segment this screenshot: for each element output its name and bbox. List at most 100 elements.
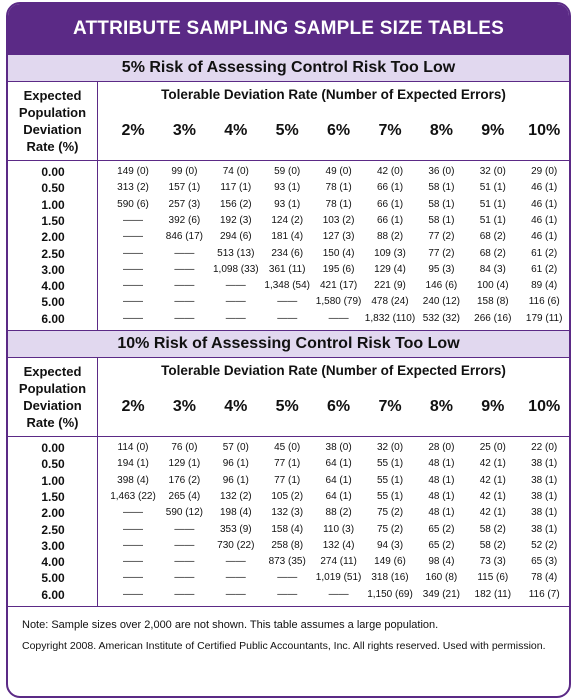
rate-header: 7% xyxy=(378,398,402,415)
table-cell: 115 (6) xyxy=(477,572,509,584)
table-cell: 1,463 (22) xyxy=(110,490,156,502)
table-cell: 74 (0) xyxy=(222,166,249,177)
row-label: 0.50 xyxy=(41,181,65,196)
table-cell: 157 (1) xyxy=(168,182,201,194)
table-cell: 146 (6) xyxy=(425,280,458,292)
row-label: 4.00 xyxy=(41,279,65,294)
note-text: Note: Sample sizes over 2,000 are not sh… xyxy=(8,606,569,633)
table-cell: —— xyxy=(174,539,195,551)
table-cell: 46 (1) xyxy=(531,214,558,226)
table-cell: 94 (3) xyxy=(376,539,404,551)
rate-header: 9% xyxy=(481,398,505,415)
table-cell: 51 (1) xyxy=(479,214,506,226)
table-cell: —— xyxy=(174,263,195,275)
table-cell: 38 (0) xyxy=(325,442,352,453)
table-cell: 361 (11) xyxy=(268,263,306,275)
row-header-label: Expected Population Deviation Rate (%) xyxy=(8,82,98,160)
table-cell: 98 (4) xyxy=(428,556,455,568)
table-cell: 274 (11) xyxy=(320,556,357,568)
table-cell: —— xyxy=(328,312,349,324)
row-label: 0.00 xyxy=(41,165,65,179)
table-cell: 129 (1) xyxy=(168,458,201,470)
table-cell: 58 (1) xyxy=(428,198,455,210)
table-cell: 42 (1) xyxy=(479,474,506,486)
table-cell: 313 (2) xyxy=(117,182,149,194)
table-cell: 77 (2) xyxy=(428,247,455,259)
table-cell: 99 (0) xyxy=(171,166,198,177)
table-cell: 42 (0) xyxy=(376,166,404,177)
table-cell: 46 (1) xyxy=(531,182,558,194)
row-label: 0.50 xyxy=(41,457,65,472)
table-cell: 95 (3) xyxy=(428,263,455,275)
table-cell: 75 (2) xyxy=(376,507,404,519)
table-cell: —— xyxy=(225,280,246,292)
table-cell: 158 (8) xyxy=(476,296,509,308)
table-cell: 234 (6) xyxy=(271,247,304,259)
table-cell: 57 (0) xyxy=(222,442,249,453)
table-cell: 730 (22) xyxy=(217,539,255,551)
row-label: 5.00 xyxy=(41,571,65,586)
table-cell: 156 (2) xyxy=(219,198,252,210)
table-cell: —— xyxy=(277,312,298,324)
table-cell: 132 (2) xyxy=(219,490,252,502)
table-cell: 117 (1) xyxy=(220,182,252,194)
table-cell: 179 (11) xyxy=(525,312,563,324)
table-cell: 64 (1) xyxy=(325,458,352,470)
table-cell: —— xyxy=(225,588,246,600)
table-cell: —— xyxy=(123,231,143,243)
table-cell: 192 (3) xyxy=(219,214,252,226)
table-cell: —— xyxy=(174,312,195,324)
table-cell: —— xyxy=(277,572,298,584)
table-cell: 77 (1) xyxy=(274,458,301,470)
table-cell: 89 (4) xyxy=(531,280,558,292)
table-cell: —— xyxy=(123,539,143,551)
table-cell: —— xyxy=(123,312,143,324)
rate-header: 10% xyxy=(528,122,561,139)
table-cell: 265 (4) xyxy=(168,490,201,502)
section-title: 5% Risk of Assessing Control Risk Too Lo… xyxy=(8,54,569,82)
table-cell: 132 (3) xyxy=(271,507,304,519)
table-cell: 349 (21) xyxy=(422,588,461,600)
table-cell: 76 (0) xyxy=(171,442,198,453)
table-cell: 59 (0) xyxy=(274,166,301,177)
row-label: 6.00 xyxy=(41,587,65,602)
row-label: 6.00 xyxy=(41,311,65,326)
table-cell: —— xyxy=(123,507,143,519)
table-cell: 42 (1) xyxy=(479,490,506,502)
table-cell: 64 (1) xyxy=(325,490,352,502)
row-label: 3.00 xyxy=(41,538,65,553)
table-cell: 132 (4) xyxy=(322,539,355,551)
table-cell: 52 (2) xyxy=(531,539,558,551)
table-cell: 149 (6) xyxy=(374,556,406,568)
table-cell: —— xyxy=(123,214,143,226)
table-cell: 58 (1) xyxy=(428,182,455,194)
table-cell: 38 (1) xyxy=(531,523,558,535)
table-cell: 158 (4) xyxy=(271,523,304,535)
table-cell: —— xyxy=(174,588,195,600)
sample-size-card: ATTRIBUTE SAMPLING SAMPLE SIZE TABLES 5%… xyxy=(6,2,571,698)
rate-header: 8% xyxy=(429,398,453,415)
table-cell: 78 (4) xyxy=(531,572,558,584)
table-cell: 66 (1) xyxy=(376,214,404,226)
table-cell: 110 (3) xyxy=(323,523,355,535)
table-cell: 58 (2) xyxy=(479,539,506,551)
table-cell: 1,832 (110) xyxy=(364,312,416,324)
table-cell: —— xyxy=(277,296,298,308)
rate-headers: 2% 3% 4% 5% 6% 7% 8% 9% 10% xyxy=(98,122,569,146)
table-cell: 58 (1) xyxy=(428,214,455,226)
table-cell: 109 (3) xyxy=(374,247,406,259)
row-label: 2.50 xyxy=(41,246,65,261)
main-title: ATTRIBUTE SAMPLING SAMPLE SIZE TABLES xyxy=(8,4,569,54)
table-cell: 55 (1) xyxy=(376,474,404,486)
table-cell: 48 (1) xyxy=(428,490,455,502)
table-cell: 75 (2) xyxy=(376,523,404,535)
table-cell: 58 (2) xyxy=(479,523,506,535)
table-cell: 258 (8) xyxy=(271,539,304,551)
table-body: 0.00 149 (0) 99 (0) 74 (0) 59 (0) 49 (0) 42 (0… xyxy=(8,161,569,330)
table-cell: 48 (1) xyxy=(428,474,455,486)
table-cell: 846 (17) xyxy=(165,231,204,243)
table-cell: 93 (1) xyxy=(274,182,301,194)
table-cell: 61 (2) xyxy=(531,263,558,275)
table-cell: 353 (9) xyxy=(219,523,252,535)
table-cell: 266 (16) xyxy=(474,312,512,324)
